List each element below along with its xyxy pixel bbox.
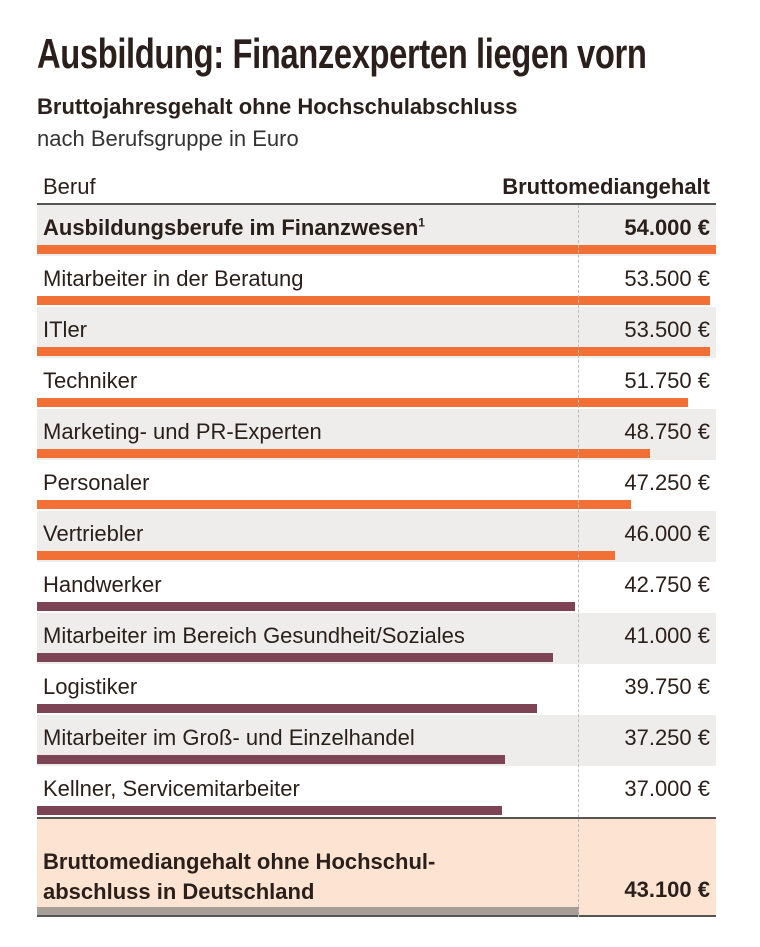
category-label: Ausbildungsberufe im Finanzwesen1 — [43, 215, 425, 241]
category-label-text: Mitarbeiter im Bereich Gesundheit/Sozial… — [43, 623, 465, 648]
category-label: Techniker — [43, 368, 137, 394]
category-label: Kellner, Servicemitarbeiter — [43, 776, 300, 802]
table-row: Personaler 47.250 € — [37, 460, 716, 511]
category-label: Mitarbeiter im Groß- und Einzelhandel — [43, 725, 415, 751]
bar — [37, 806, 503, 815]
footnote-mark: 1 — [418, 215, 425, 230]
table-row: ITler 53.500 € — [37, 307, 716, 358]
value-label: 54.000 € — [624, 215, 710, 240]
category-label-text: Logistiker — [43, 674, 138, 699]
category-label: Vertriebler — [43, 521, 143, 547]
value-label: 48.750 € — [624, 419, 710, 444]
category-label: Handwerker — [43, 572, 162, 598]
bar — [37, 449, 650, 458]
table-row: Handwerker 42.750 € — [37, 562, 716, 613]
bar — [37, 551, 616, 560]
bar — [37, 602, 575, 611]
bar — [37, 347, 710, 356]
value-label: 53.500 € — [624, 317, 710, 342]
chart-subtitle: Bruttojahresgehalt ohne Hochschulabschlu… — [37, 94, 518, 119]
average-bar — [37, 907, 579, 915]
category-label: Mitarbeiter in der Beratung — [43, 266, 303, 292]
table-row: Mitarbeiter im Groß- und Einzelhandel 37.… — [37, 715, 716, 766]
category-label-text: Techniker — [43, 368, 138, 393]
average-value: 43.100 € — [624, 877, 710, 902]
average-label-line1: Bruttomediangehalt ohne Hochschul- — [43, 849, 436, 874]
table-row: Mitarbeiter im Bereich Gesundheit/Sozial… — [37, 613, 716, 664]
category-label: Mitarbeiter im Bereich Gesundheit/Sozial… — [43, 623, 465, 649]
value-label: 37.000 € — [624, 776, 710, 801]
category-label-text: Marketing- und PR-Experten — [43, 419, 322, 444]
average-label: Bruttomediangehalt ohne Hochschul-abschl… — [43, 847, 435, 907]
category-label: Logistiker — [43, 674, 137, 700]
column-header-salary: Bruttomediangehalt — [502, 174, 710, 199]
bar — [37, 653, 553, 662]
column-divider — [578, 205, 579, 917]
category-label: ITler — [43, 317, 87, 343]
category-label-text: Mitarbeiter im Groß- und Einzelhandel — [43, 725, 415, 750]
bar — [37, 296, 710, 305]
bar — [37, 755, 506, 764]
table-row: Marketing- und PR-Experten 48.750 € — [37, 409, 716, 460]
value-label: 53.500 € — [624, 266, 710, 291]
average-label-line2: abschluss in Deutschland — [43, 879, 315, 904]
table-header: Beruf Bruttomediangehalt — [37, 168, 716, 205]
table-row: Vertriebler 46.000 € — [37, 511, 716, 562]
column-header-beruf: Beruf — [43, 174, 96, 199]
value-label: 42.750 € — [624, 572, 710, 597]
chart-subtitle-unit: nach Berufsgruppe in Euro — [37, 126, 299, 151]
category-label-text: Mitarbeiter in der Beratung — [43, 266, 304, 291]
salary-table: Beruf Bruttomediangehalt Ausbildungsberu… — [37, 168, 716, 917]
average-row: Bruttomediangehalt ohne Hochschul-abschl… — [37, 817, 716, 917]
table-row: Ausbildungsberufe im Finanzwesen1 54.000 … — [37, 205, 716, 256]
bar — [37, 500, 632, 509]
value-label: 46.000 € — [624, 521, 710, 546]
table-row: Logistiker 39.750 € — [37, 664, 716, 715]
category-label-text: Kellner, Servicemitarbeiter — [43, 776, 300, 801]
bar — [37, 398, 688, 407]
bar — [37, 704, 537, 713]
category-label-text: ITler — [43, 317, 87, 342]
category-label-text: Ausbildungsberufe im Finanzwesen — [43, 215, 419, 240]
category-label: Personaler — [43, 470, 149, 496]
table-row: Techniker 51.750 € — [37, 358, 716, 409]
table-row: Kellner, Servicemitarbeiter 37.000 € — [37, 766, 716, 817]
category-label: Marketing- und PR-Experten — [43, 419, 322, 445]
value-label: 41.000 € — [624, 623, 710, 648]
bar — [37, 245, 716, 254]
chart-title: Ausbildung: Finanzexperten liegen vorn — [37, 30, 647, 77]
category-label-text: Personaler — [43, 470, 150, 495]
value-label: 37.250 € — [624, 725, 710, 750]
value-label: 47.250 € — [624, 470, 710, 495]
table-row: Mitarbeiter in der Beratung 53.500 € — [37, 256, 716, 307]
value-label: 39.750 € — [624, 674, 710, 699]
category-label-text: Handwerker — [43, 572, 162, 597]
category-label-text: Vertriebler — [43, 521, 144, 546]
value-label: 51.750 € — [624, 368, 710, 393]
